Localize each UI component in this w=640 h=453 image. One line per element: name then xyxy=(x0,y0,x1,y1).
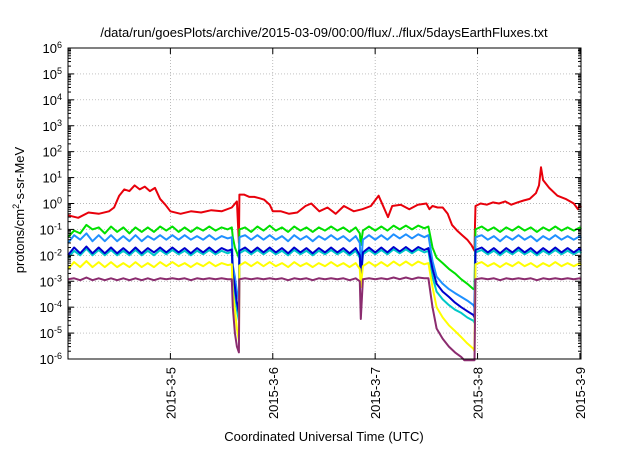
y-axis-label-sup: 2 xyxy=(11,204,21,209)
y-tick-label: 103 xyxy=(43,118,62,134)
y-tick-label: 10-5 xyxy=(40,325,62,341)
series-line-5 xyxy=(67,245,582,319)
y-tick-label: 105 xyxy=(43,66,62,82)
x-tick-label: 2015-3-8 xyxy=(471,367,486,419)
x-axis: 2015-3-5 2015-3-6 2015-3-7 2015-3-8 2015-3-9 xyxy=(163,48,588,419)
y-tick-label: 10-3 xyxy=(40,273,62,289)
y-tick-label: 10-2 xyxy=(40,247,62,263)
series-line-1 xyxy=(67,166,582,252)
y-axis-label-suffix: -s-sr-MeV xyxy=(12,146,27,203)
y-axis: 10-6 10-5 10-4 10-3 10-2 10-1 100 101 102 103 104 1… xyxy=(40,40,581,367)
x-axis-label: Coordinated Universal Time (UTC) xyxy=(224,429,423,444)
plot-frame xyxy=(67,47,582,360)
y-tick-label: 102 xyxy=(43,144,62,160)
grid-lines xyxy=(68,47,581,360)
y-axis-label-prefix: protons/cm xyxy=(12,209,27,273)
x-tick-label: 2015-3-6 xyxy=(266,367,281,419)
series-line-6 xyxy=(67,260,582,353)
y-tick-label: 10-4 xyxy=(40,299,62,315)
y-tick-label: 100 xyxy=(43,196,62,212)
x-tick-label: 2015-3-5 xyxy=(163,367,178,419)
y-tick-label: 10-1 xyxy=(40,221,62,237)
y-tick-label: 106 xyxy=(43,40,62,56)
series-line-2 xyxy=(67,223,582,291)
x-tick-label: 2015-3-7 xyxy=(368,367,383,419)
series-line-4 xyxy=(67,247,582,324)
x-tick-label: 2015-3-9 xyxy=(573,367,588,419)
series-line-7 xyxy=(67,276,582,362)
y-tick-label: 104 xyxy=(43,92,62,108)
series-group xyxy=(67,166,582,362)
y-tick-label: 101 xyxy=(43,170,62,186)
y-tick-label: 10-6 xyxy=(40,351,62,367)
y-axis-label: protons/cm2-s-sr-MeV xyxy=(11,146,27,273)
series-line-3 xyxy=(67,232,582,309)
chart-title: /data/run/goesPlots/archive/2015-03-09/0… xyxy=(100,25,548,40)
